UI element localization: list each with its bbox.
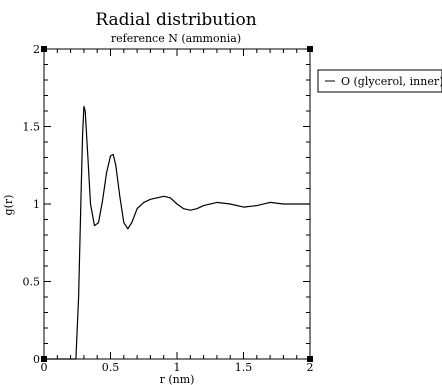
legend-label: O (glycerol, inner) <box>341 75 442 88</box>
x-axis-ticks: 0 0.5 1 1.5 2 <box>41 49 314 374</box>
y-tick-label: 0 <box>33 353 40 366</box>
y-axis-ticks: 0 0.5 1 1.5 2 <box>23 43 313 366</box>
series-line <box>44 105 310 360</box>
x-tick-label: 1.5 <box>235 361 253 374</box>
x-tick-label: 0.5 <box>102 361 120 374</box>
y-tick-label: 1 <box>33 198 40 211</box>
legend-box <box>317 69 442 93</box>
y-tick-label: 0.5 <box>23 276 41 289</box>
legend: O (glycerol, inner) <box>317 69 442 93</box>
corner-marker <box>307 356 313 362</box>
corner-marker <box>307 46 313 52</box>
x-tick-label: 2 <box>307 361 314 374</box>
y-axis-label: g(r) <box>2 195 15 216</box>
x-tick-label: 0 <box>41 361 48 374</box>
x-axis-label: r (nm) <box>160 373 195 385</box>
chart-subtitle: reference N (ammonia) <box>111 32 241 45</box>
series-layer <box>44 105 310 360</box>
x-tick-label: 1 <box>174 361 181 374</box>
chart-title: Radial distribution <box>95 10 256 30</box>
y-tick-label: 2 <box>33 43 40 56</box>
corner-marker <box>41 46 47 52</box>
y-tick-label: 1.5 <box>23 121 41 134</box>
